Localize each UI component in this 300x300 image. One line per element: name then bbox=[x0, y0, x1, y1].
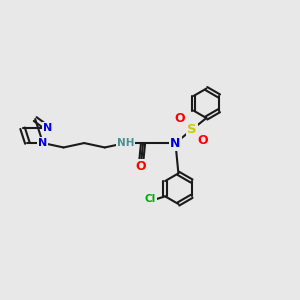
Text: N: N bbox=[38, 138, 48, 148]
Text: S: S bbox=[187, 123, 196, 136]
Text: O: O bbox=[197, 134, 208, 147]
Text: N: N bbox=[170, 136, 181, 150]
Text: NH: NH bbox=[117, 138, 134, 148]
Text: O: O bbox=[174, 112, 184, 125]
Text: O: O bbox=[136, 160, 146, 172]
Text: N: N bbox=[43, 123, 52, 133]
Text: Cl: Cl bbox=[145, 194, 156, 204]
